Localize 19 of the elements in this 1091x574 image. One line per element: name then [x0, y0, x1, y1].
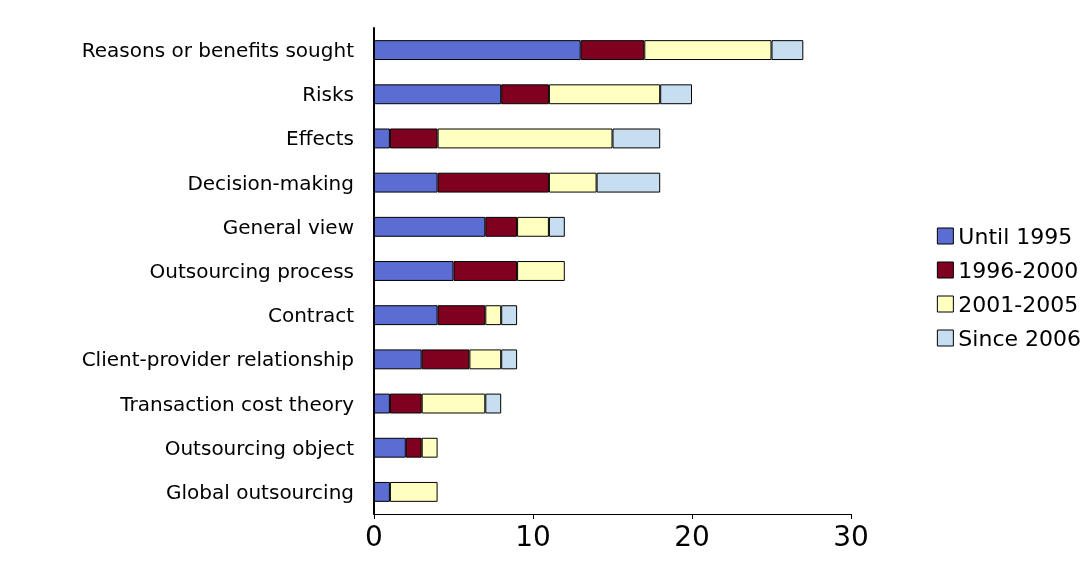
legend-label: Until 1995: [958, 223, 1073, 249]
y-tick-label: Client-provider relationship: [81, 347, 354, 372]
legend-label: Since 2006: [958, 325, 1082, 351]
x-tick-label: 10: [515, 519, 551, 553]
x-tick-label: 30: [833, 519, 869, 553]
legend-label: 2001-2005: [958, 291, 1079, 317]
x-tick-label: 0: [365, 519, 383, 553]
x-tick-label: 20: [674, 519, 710, 553]
y-tick-label: Transaction cost theory: [119, 391, 355, 416]
legend-label: 1996-2000: [958, 257, 1079, 283]
y-tick-label: Outsourcing process: [149, 259, 354, 283]
y-tick-label: Effects: [286, 126, 354, 151]
y-tick-label: Risks: [302, 82, 354, 107]
y-tick-label: Global outsourcing: [166, 479, 354, 504]
y-tick-label: Decision-making: [187, 170, 354, 195]
y-tick-label: General view: [222, 214, 354, 239]
y-tick-label: Outsourcing object: [164, 435, 355, 460]
y-tick-label: Reasons or benefits sought: [81, 38, 355, 63]
y-tick-label: Contract: [267, 303, 355, 328]
